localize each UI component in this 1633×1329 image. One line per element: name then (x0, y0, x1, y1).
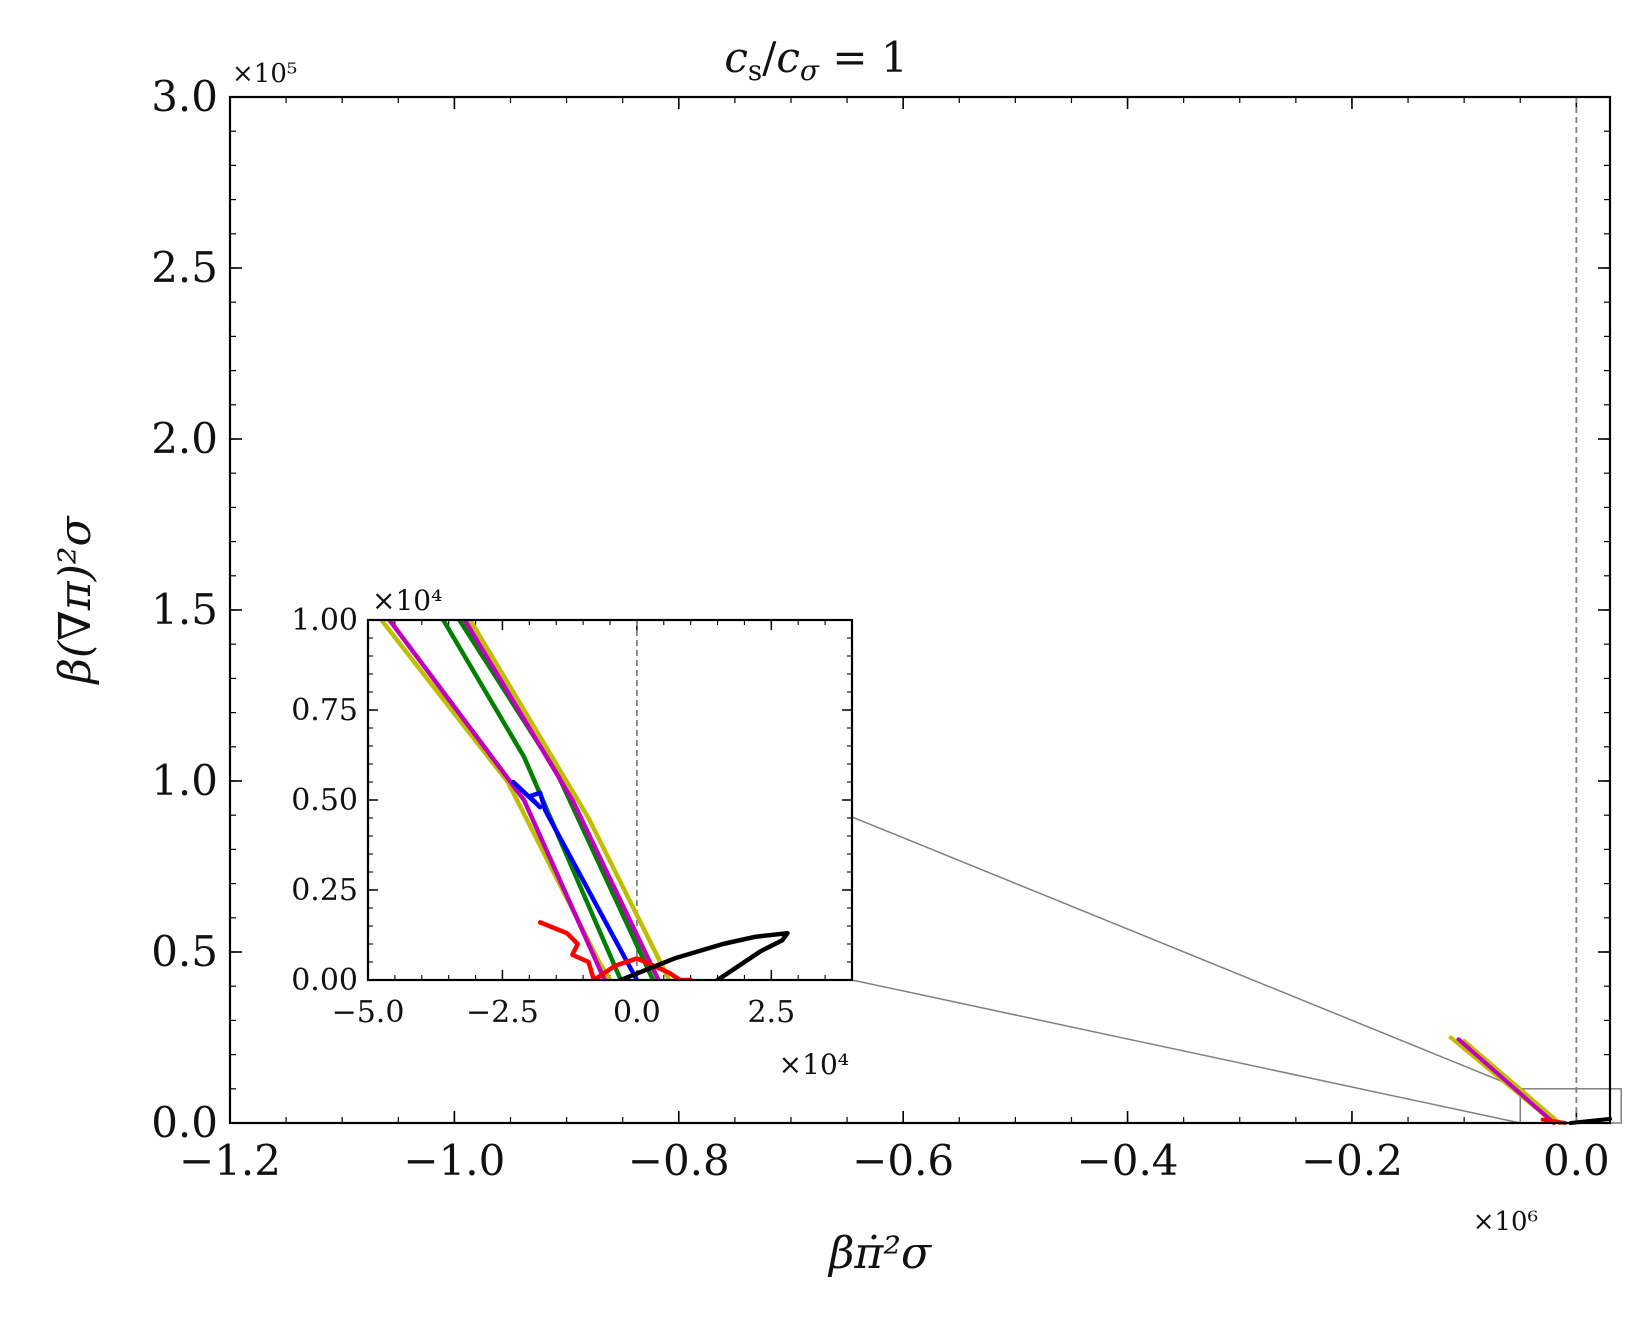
zoom-connector-bottom (851, 979, 1521, 1124)
inset-x-tick-label: −5.0 (332, 995, 405, 1030)
inset-y-tick-label: 0.00 (291, 963, 358, 998)
x-axis-label: βπ̇²σ (827, 1228, 933, 1279)
inset-background (368, 620, 852, 980)
main-ticks: −1.2 −1.0 −0.8 −0.6 −0.4 −0.2 0.0 0.0 0.5 1.0 1.5 2… (151, 72, 1610, 1185)
inset-x-tick-label: −2.5 (466, 995, 539, 1030)
inset-series-black (618, 930, 790, 980)
y-tick-label: 2.5 (151, 243, 218, 292)
inset-series (379, 620, 790, 980)
y-tick-label: 0.5 (151, 927, 218, 976)
y-tick-label: 0.0 (151, 1098, 218, 1147)
inset-series-blue (510, 779, 640, 980)
x-tick-label: −0.8 (628, 1136, 730, 1185)
x-multiplier: ×10⁶ (1473, 1207, 1538, 1237)
inset-y-tick-label: 0.25 (291, 873, 358, 908)
inset-series-green-left (441, 620, 624, 980)
inset-y-tick-label: 0.75 (291, 693, 358, 728)
inset-series-magenta-left (387, 620, 607, 980)
x-tick-label: −1.0 (403, 1136, 505, 1185)
y-tick-label: 1.0 (151, 756, 218, 805)
inset-frame (366, 618, 854, 982)
inset-x-multiplier: ×10⁴ (779, 1048, 849, 1081)
y-tick-label: 3.0 (151, 72, 218, 121)
y-tick-label: 1.5 (151, 585, 218, 634)
chart-title: cs/cσ = 1 (724, 33, 907, 87)
main-series (1448, 97, 1612, 1125)
inset-series-red (537, 920, 693, 980)
main-series-magenta (1456, 1037, 1556, 1125)
x-tick-label: −0.6 (852, 1136, 954, 1185)
main-series-yellow-inner (1462, 1038, 1562, 1125)
inset-y-multiplier: ×10⁴ (372, 584, 442, 617)
inset-x-tick-label: 2.5 (747, 995, 795, 1030)
x-tick-label: −1.2 (179, 1136, 281, 1185)
x-tick-label: −0.2 (1301, 1136, 1403, 1185)
y-multiplier: ×10⁵ (232, 59, 297, 89)
y-axis-label: β(∇π)²σ (50, 514, 101, 685)
inset-series-magenta-right (462, 620, 661, 980)
inset-y-tick-label: 1.00 (291, 603, 358, 638)
inset-y-tick-label: 0.50 (291, 783, 358, 818)
y-tick-label: 2.0 (151, 414, 218, 463)
x-tick-label: 0.0 (1543, 1136, 1610, 1185)
x-tick-label: −0.4 (1077, 1136, 1179, 1185)
main-plot-frame (228, 95, 1612, 1125)
inset-series-yellow-right (467, 620, 672, 980)
inset-x-tick-label: 0.0 (613, 995, 661, 1030)
